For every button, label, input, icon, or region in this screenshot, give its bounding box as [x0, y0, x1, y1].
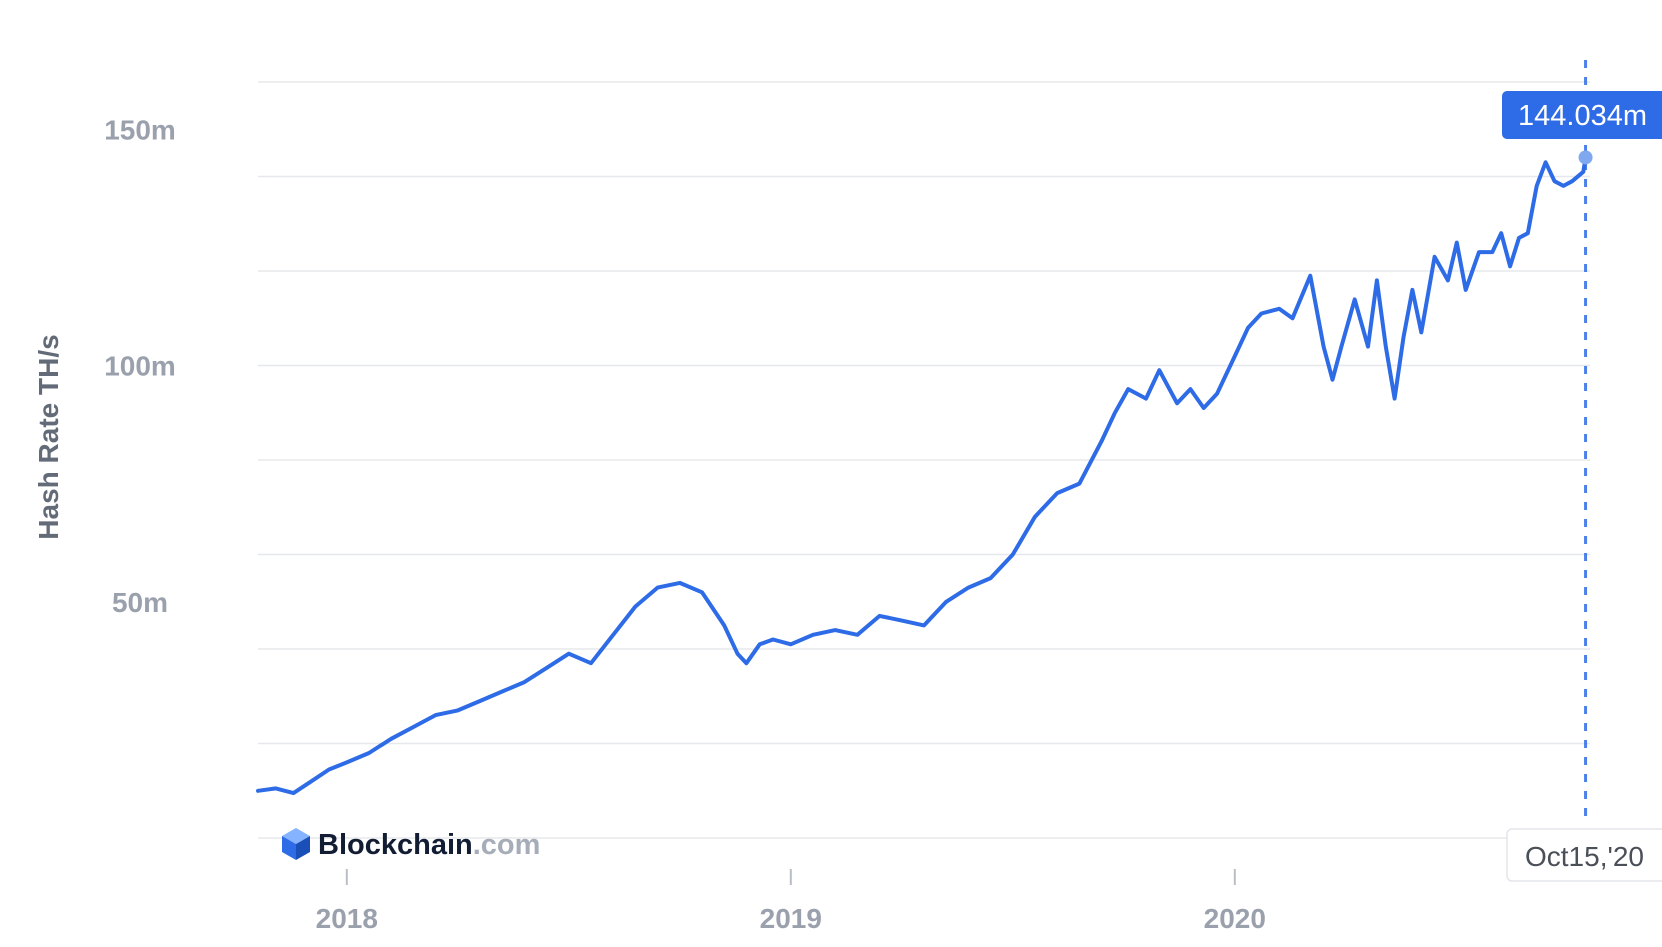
blockchain-logo: Blockchain.com: [282, 828, 540, 861]
x-tick-label: 2018: [316, 903, 378, 934]
gridlines: [258, 81, 1590, 839]
x-tick-label: 2020: [1204, 903, 1266, 934]
y-tick-label: 100m: [104, 351, 176, 382]
brand-name: Blockchain.com: [318, 829, 540, 861]
date-tooltip-label: Oct15,'20: [1525, 841, 1644, 872]
blockchain-cube-icon: [282, 828, 310, 860]
value-tooltip-box: [1502, 91, 1662, 139]
y-tick-label: 50m: [112, 587, 168, 618]
y-tick-label: 150m: [104, 114, 176, 145]
crosshair-layer: 144.034m Oct15,'20: [1502, 60, 1662, 882]
series-line: [256, 155, 1588, 796]
x-tick-label: 2019: [760, 903, 822, 934]
date-tooltip-box: [1506, 828, 1662, 882]
y-axis-title: Hash Rate TH/s: [33, 334, 64, 539]
value-tooltip-label: 144.034m: [1518, 100, 1647, 132]
highlight-point: [1578, 150, 1593, 165]
y-axis-ticks: 50m 100m 150m: [104, 114, 176, 618]
x-axis-ticks: 2018 2019 2020: [316, 869, 1266, 934]
series-layer: [256, 155, 1588, 796]
